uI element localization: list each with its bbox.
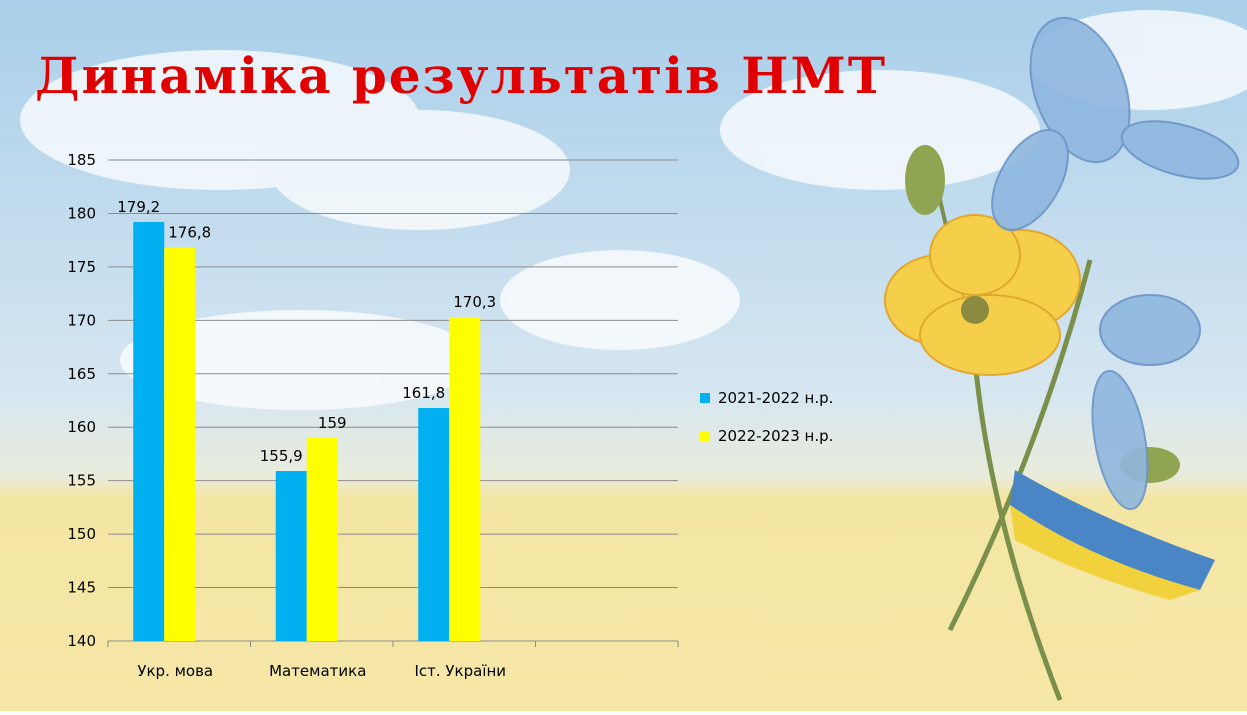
y-tick-label: 170 [67, 311, 96, 329]
y-tick-label: 150 [67, 525, 96, 543]
value-label: 161,8 [402, 384, 445, 402]
y-tick-label: 175 [67, 258, 96, 276]
y-tick-label: 145 [67, 579, 96, 597]
value-label: 179,2 [117, 198, 160, 216]
value-label: 176,8 [168, 224, 211, 242]
y-tick-label: 160 [67, 418, 96, 436]
y-tick-label: 140 [67, 632, 96, 650]
y-tick-label: 165 [67, 365, 96, 383]
chart-title: Динаміка результатів НМТ [35, 46, 887, 105]
bar [418, 408, 449, 641]
bar [449, 317, 480, 641]
legend-swatch [700, 393, 710, 403]
value-label: 159 [318, 414, 347, 432]
bar [133, 222, 164, 641]
value-label: 170,3 [453, 293, 496, 311]
legend-label: 2022-2023 н.р. [718, 427, 833, 445]
x-tick-label: Математика [269, 662, 366, 680]
legend-swatch [700, 431, 710, 441]
value-label: 155,9 [260, 447, 303, 465]
bar [276, 471, 307, 641]
x-tick-label: Іст. України [414, 662, 506, 680]
legend-label: 2021-2022 н.р. [718, 389, 833, 407]
y-tick-label: 155 [67, 472, 96, 490]
y-tick-label: 180 [67, 204, 96, 222]
x-tick-label: Укр. мова [137, 662, 213, 680]
bar [307, 438, 338, 641]
y-tick-label: 185 [67, 151, 96, 169]
slide: Динаміка результатів НМТ 140 145 150 155 160… [0, 0, 1247, 711]
bar [164, 248, 195, 641]
